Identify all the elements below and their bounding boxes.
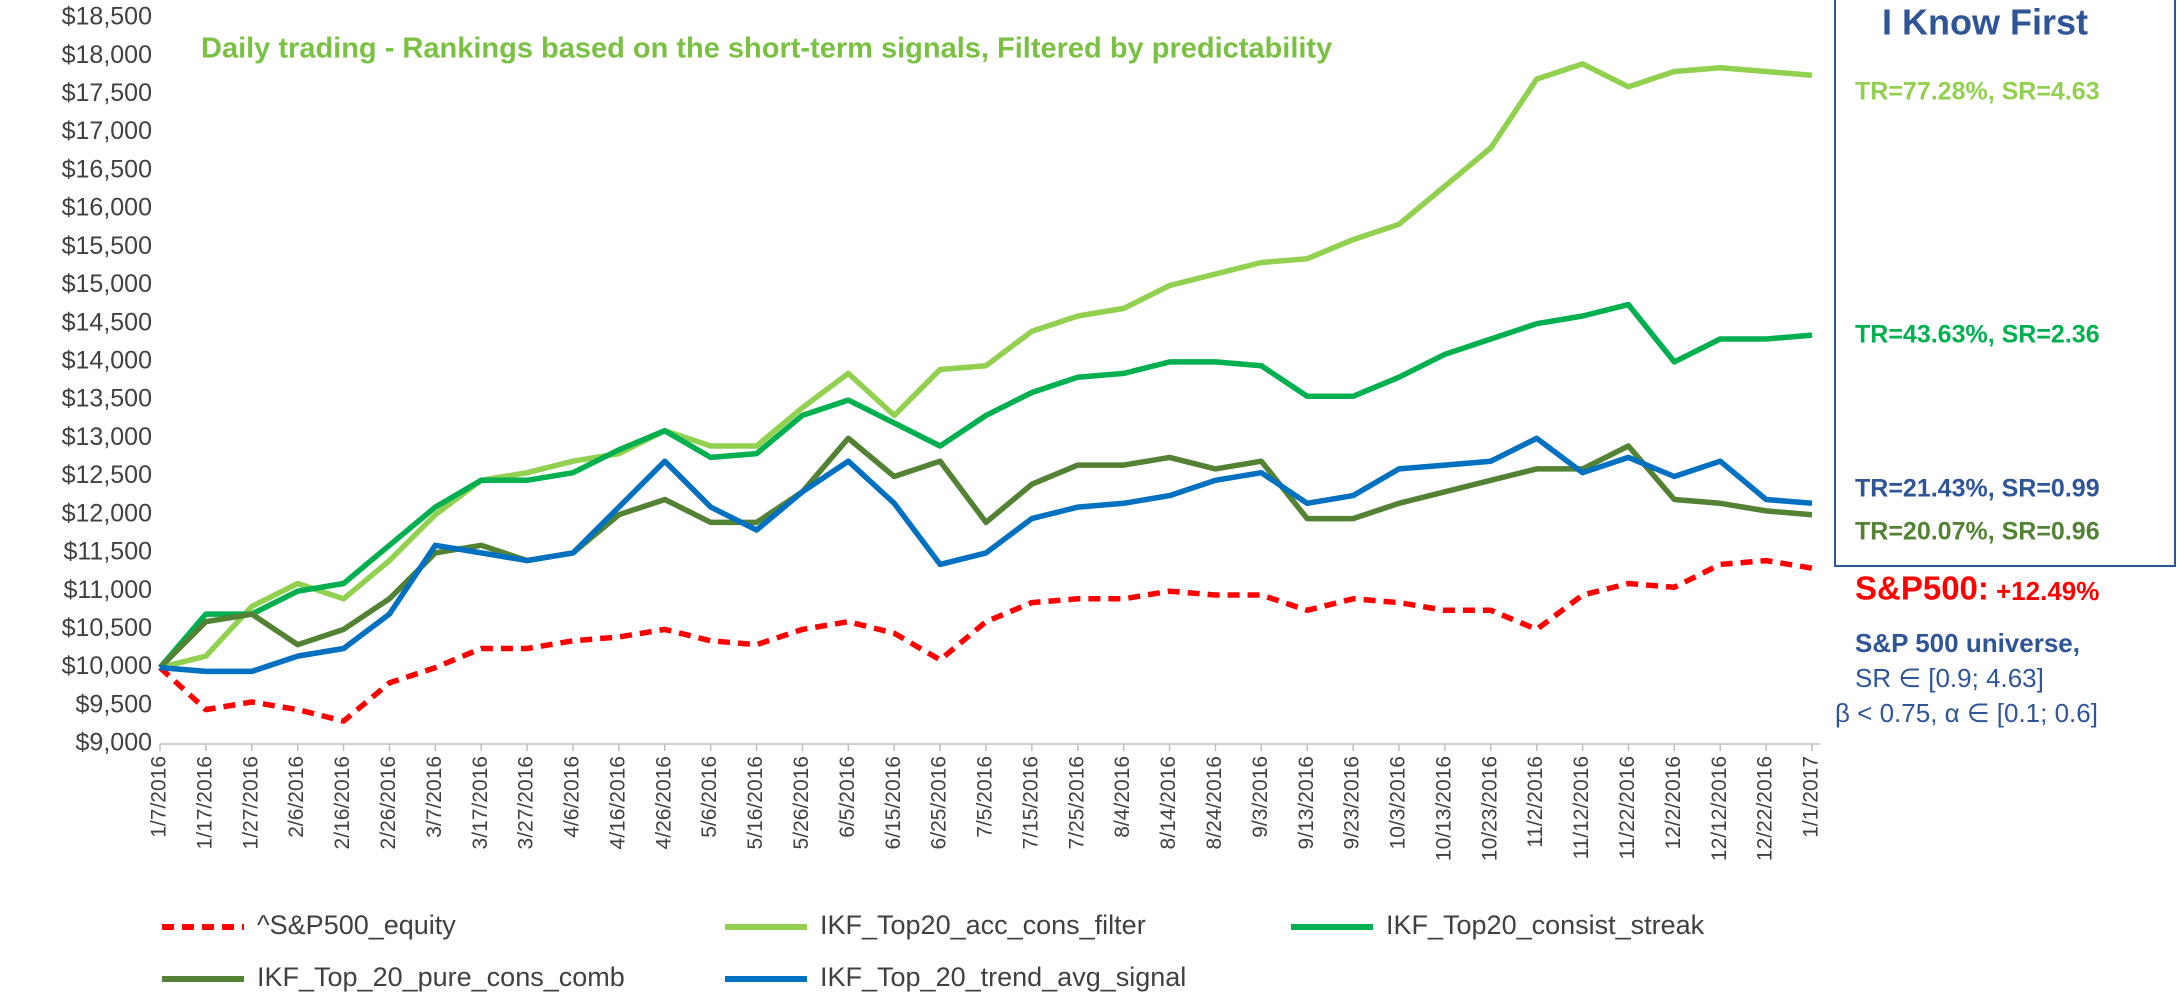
x-tick-label: 11/2/2016 [1524,756,1547,848]
x-tick-label: 1/1/2017 [1800,756,1823,838]
y-tick-label: $15,000 [62,270,152,298]
x-tick-label: 7/5/2016 [974,756,997,838]
x-tick-label: 3/27/2016 [515,756,538,849]
x-tick-label: 7/25/2016 [1065,756,1088,849]
x-tick-label: 10/3/2016 [1387,756,1410,849]
x-tick-label: 4/26/2016 [652,756,675,849]
chart-title: Daily trading - Rankings based on the sh… [201,33,1332,65]
legend-label: IKF_Top20_acc_cons_filter [820,910,1146,940]
y-tick-label: $10,500 [62,614,152,642]
y-tick-label: $12,000 [62,499,152,527]
x-tick-label: 12/2/2016 [1662,756,1685,849]
annotation: TR=43.63%, SR=2.36 [1855,321,2100,349]
annotation: TR=21.43%, SR=0.99 [1855,475,2100,503]
annotation: S&P 500 universe, [1855,628,2080,658]
x-tick-label: 12/22/2016 [1754,756,1777,861]
x-tick-label: 12/12/2016 [1708,756,1731,861]
x-tick-label: 5/6/2016 [698,756,721,838]
y-tick-label: $17,500 [62,79,152,107]
legend-label: ^S&P500_equity [257,910,456,940]
x-tick-label: 11/12/2016 [1570,756,1593,860]
series-line [158,435,1813,670]
y-tick-label: $11,500 [63,538,152,566]
y-tick-label: $15,500 [62,232,152,260]
series-line [157,301,1813,670]
x-tick-label: 9/23/2016 [1341,756,1364,849]
x-tick-label: 2/26/2016 [377,756,400,849]
annotation: TR=20.07%, SR=0.96 [1855,518,2100,546]
annotation: TR=77.28%, SR=4.63 [1855,78,2100,106]
series-line [158,557,1813,724]
x-tick-label: 7/15/2016 [1019,756,1042,849]
annotation: SR ∈ [0.9; 4.63] [1855,663,2044,693]
x-tick-label: 2/16/2016 [331,756,354,849]
x-tick-label: 9/3/2016 [1249,756,1272,838]
annotation: I Know First [1882,2,2088,43]
y-tick-label: $13,500 [62,385,152,413]
x-tick-label: 6/5/2016 [836,756,859,838]
y-tick-label: $12,500 [62,461,152,489]
x-tick-label: 8/4/2016 [1111,756,1134,838]
x-tick-label: 4/6/2016 [561,756,584,838]
y-tick-label: $14,500 [62,308,152,336]
x-tick-label: 1/27/2016 [239,756,262,849]
x-tick-label: 3/7/2016 [423,756,446,838]
y-tick-label: $16,500 [62,155,152,183]
x-tick-label: 6/25/2016 [928,756,951,849]
x-tick-label: 11/22/2016 [1616,756,1639,860]
x-tick-label: 1/7/2016 [148,756,171,838]
annotation: S&P500: [1855,570,1989,607]
x-tick-label: 4/16/2016 [606,756,629,849]
series-line [159,435,1813,675]
x-tick-label: 10/23/2016 [1478,756,1501,861]
y-tick-label: $13,000 [62,423,152,451]
y-tick-label: $10,000 [62,652,152,680]
y-tick-label: $11,000 [63,576,152,604]
y-tick-label: $14,000 [62,347,152,375]
x-tick-label: 5/16/2016 [744,756,767,849]
x-tick-label: 10/13/2016 [1432,756,1455,861]
y-tick-label: $18,000 [62,41,152,69]
y-tick-label: $9,500 [76,690,152,718]
series-line [159,61,1813,671]
legend-label: IKF_Top_20_pure_cons_comb [257,962,625,992]
x-tick-label: 5/26/2016 [790,756,813,849]
x-tick-label: 3/17/2016 [469,756,492,849]
y-tick-label: $16,000 [62,194,152,222]
annotation: β < 0.75, α ∈ [0.1; 0.6] [1835,698,2098,728]
legend-label: IKF_Top20_consist_streak [1386,910,1705,940]
y-tick-label: $17,000 [62,117,152,145]
y-tick-label: $18,500 [62,3,152,31]
x-tick-label: 8/14/2016 [1157,756,1180,849]
x-tick-label: 1/17/2016 [193,756,216,849]
y-tick-label: $9,000 [76,729,152,757]
x-tick-label: 6/15/2016 [882,756,905,849]
legend-label: IKF_Top_20_trend_avg_signal [820,962,1186,992]
x-tick-label: 9/13/2016 [1295,756,1318,849]
x-tick-label: 8/24/2016 [1203,756,1226,849]
x-tick-label: 2/6/2016 [285,756,308,838]
info-box [1834,0,2176,567]
annotation: +12.49% [1996,576,2099,606]
